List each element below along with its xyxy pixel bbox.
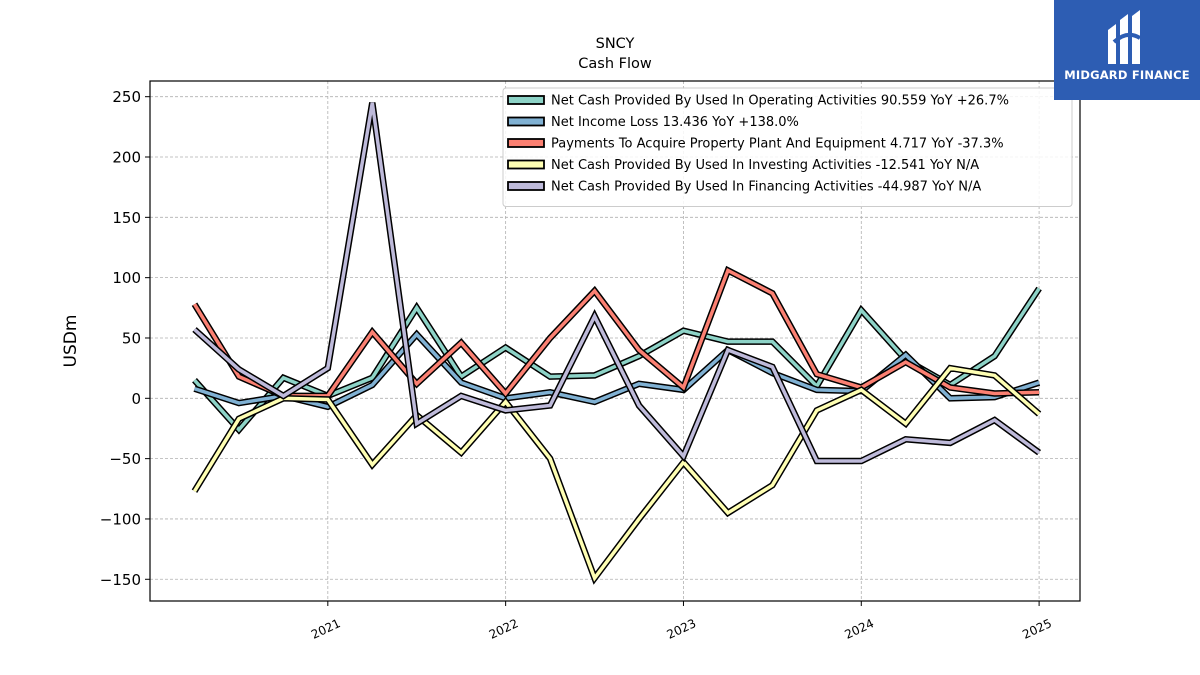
x-tick-label: 2024	[842, 616, 876, 642]
x-tick-label: 2025	[1020, 616, 1054, 642]
legend-label: Net Cash Provided By Used In Operating A…	[551, 94, 1009, 109]
legend-label: Net Cash Provided By Used In Financing A…	[551, 180, 981, 195]
legend-swatch	[507, 138, 545, 148]
y-tick-label: −100	[100, 510, 141, 528]
legend-label: Net Income Loss 13.436 YoY +138.0%	[551, 115, 799, 130]
axis-ticks: −150 −100 −50 0 50 100 150 200 250 2021 2022 2023 20…	[100, 88, 1054, 642]
legend-swatch	[507, 95, 545, 105]
brand-logo: MIDGARD FINANCE	[1054, 0, 1200, 100]
y-tick-label: 250	[112, 88, 141, 106]
legend-label: Net Cash Provided By Used In Investing A…	[551, 158, 979, 173]
legend-swatch	[507, 159, 545, 170]
plot-frame	[149, 80, 1081, 602]
y-tick-label: −50	[109, 450, 141, 468]
x-tick-label: 2022	[487, 616, 521, 642]
series-line-4	[193, 102, 1041, 463]
legend-swatch	[507, 116, 545, 127]
y-tick-label: 100	[112, 269, 141, 287]
legend-box	[502, 87, 1073, 207]
legend-swatch	[507, 181, 545, 191]
legend-label: Payments To Acquire Property Plant And E…	[551, 137, 1004, 152]
series-line-2	[193, 267, 1040, 398]
y-tick-label: 50	[122, 329, 141, 347]
x-tick-label: 2021	[309, 616, 343, 642]
series-line-1	[193, 331, 1040, 409]
x-tick-label: 2023	[665, 616, 699, 642]
y-tick-label: 150	[112, 209, 141, 227]
chart-title: SNCY	[596, 36, 635, 52]
legend: Net Cash Provided By Used In Operating A…	[502, 87, 1073, 207]
brand-mark-icon	[1108, 10, 1142, 64]
chart-subtitle: Cash Flow	[578, 56, 652, 72]
series-outline-2	[191, 265, 1040, 400]
y-tick-label: −150	[100, 571, 141, 589]
brand-name: MIDGARD FINANCE	[1064, 68, 1190, 82]
y-tick-label: 0	[131, 390, 141, 408]
y-axis-label: USDm	[61, 315, 81, 368]
series-lines	[191, 102, 1042, 585]
series-line-3	[193, 366, 1041, 582]
y-tick-label: 200	[112, 149, 141, 167]
